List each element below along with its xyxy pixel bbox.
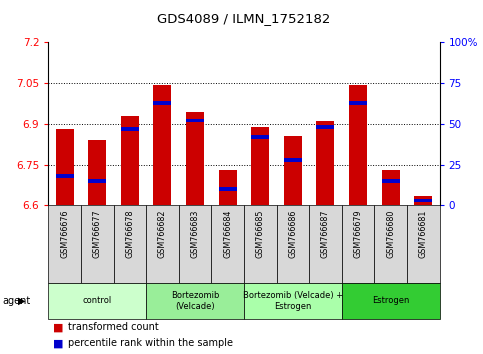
Text: GSM766686: GSM766686: [288, 209, 298, 258]
Text: percentile rank within the sample: percentile rank within the sample: [68, 338, 233, 348]
Text: GSM766677: GSM766677: [93, 209, 102, 258]
Bar: [342, 205, 374, 283]
Bar: [414, 199, 432, 202]
Text: GSM766681: GSM766681: [419, 209, 428, 258]
Bar: [316, 125, 334, 129]
Text: Bortezomib
(Velcade): Bortezomib (Velcade): [171, 291, 219, 310]
Text: GSM766678: GSM766678: [125, 209, 134, 258]
Bar: [88, 179, 106, 183]
Text: GSM766679: GSM766679: [354, 209, 363, 258]
Bar: [244, 283, 342, 319]
Bar: [342, 283, 440, 319]
Bar: [179, 205, 212, 283]
Text: GSM766684: GSM766684: [223, 209, 232, 258]
Bar: [244, 205, 277, 283]
Bar: [146, 205, 179, 283]
Text: ■: ■: [53, 322, 64, 332]
Text: agent: agent: [2, 296, 30, 306]
Text: control: control: [83, 296, 112, 306]
Text: GDS4089 / ILMN_1752182: GDS4089 / ILMN_1752182: [157, 12, 330, 25]
Bar: [56, 129, 73, 205]
Text: ▶: ▶: [18, 296, 26, 306]
Text: GSM766680: GSM766680: [386, 209, 395, 258]
Bar: [88, 140, 106, 205]
Bar: [121, 127, 139, 131]
Text: GSM766682: GSM766682: [158, 209, 167, 258]
Bar: [146, 283, 244, 319]
Bar: [121, 116, 139, 205]
Bar: [56, 174, 73, 178]
Bar: [374, 205, 407, 283]
Text: Estrogen: Estrogen: [372, 296, 409, 306]
Bar: [154, 85, 171, 205]
Bar: [212, 205, 244, 283]
Bar: [251, 127, 269, 205]
Bar: [309, 205, 342, 283]
Text: GSM766676: GSM766676: [60, 209, 69, 258]
Text: GSM766683: GSM766683: [190, 209, 199, 258]
Bar: [114, 205, 146, 283]
Bar: [251, 135, 269, 139]
Text: Bortezomib (Velcade) +
Estrogen: Bortezomib (Velcade) + Estrogen: [243, 291, 343, 310]
Bar: [186, 112, 204, 205]
Text: transformed count: transformed count: [68, 322, 158, 332]
Text: ■: ■: [53, 338, 64, 348]
Bar: [48, 283, 146, 319]
Bar: [284, 136, 302, 205]
Bar: [349, 101, 367, 104]
Bar: [186, 119, 204, 122]
Bar: [349, 85, 367, 205]
Text: GSM766687: GSM766687: [321, 209, 330, 258]
Bar: [284, 158, 302, 161]
Bar: [382, 170, 399, 205]
Bar: [382, 179, 399, 183]
Text: GSM766685: GSM766685: [256, 209, 265, 258]
Bar: [407, 205, 440, 283]
Bar: [414, 196, 432, 205]
Bar: [219, 170, 237, 205]
Bar: [154, 101, 171, 104]
Bar: [276, 205, 309, 283]
Bar: [219, 187, 237, 191]
Bar: [48, 205, 81, 283]
Bar: [81, 205, 114, 283]
Bar: [316, 121, 334, 205]
